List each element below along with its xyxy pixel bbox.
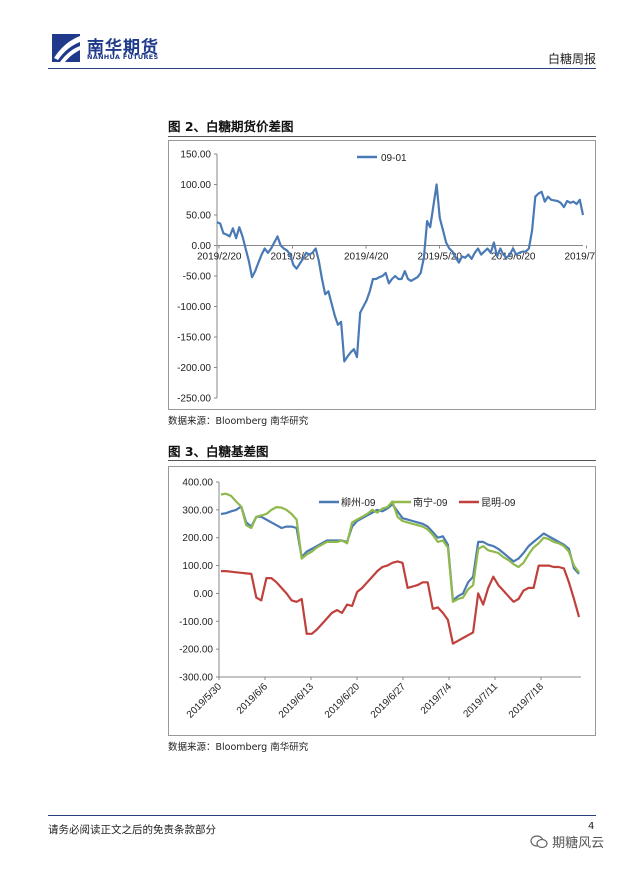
series-line-2 [220,492,580,603]
legend-label-2: 南宁-09 [413,496,448,509]
logo-chinese-name: 南华期货 [87,38,159,58]
x-tick-label: 2019/7/11 [461,681,500,720]
company-logo: 南华期货 NANHUA FUTURES [50,32,180,64]
report-title: 白糖周报 [547,52,596,66]
footer-divider [48,815,596,816]
x-tick-label: 2019/4/20 [344,252,389,263]
y-tick-label: -250.00 [177,394,211,405]
figure2-title-rule [168,136,596,137]
legend-label-1: 柳州-09 [341,496,376,509]
figure3-title: 图 3、白糖基差图 [168,444,269,459]
x-tick-label: 2019/5/20 [418,252,463,263]
header-divider [48,68,596,69]
figure3-chart: 400.00 300.00 200.00 100.00 0.00 -100.00 -200.… [168,466,596,736]
x-tick-label: 2019/6/20 [323,681,363,721]
figure3-title-rule [168,460,596,461]
y-tick-label: 150.00 [180,150,211,161]
basis-chart-svg: 400.00 300.00 200.00 100.00 0.00 -100.00 -200.… [179,478,581,721]
figure2-title: 图 2、白糖期货价差图 [168,119,294,134]
watermark: 期糖风云 [530,832,604,851]
series-line-09-01 [216,183,585,363]
y-tick-label: -200.00 [177,363,211,374]
x-tick-label: 2019/6/13 [277,681,317,721]
y-tick-label: 0.00 [192,241,212,252]
spread-chart-svg: 150.00 100.00 50.00 0.00 -50.00 -100.00 -150.0… [177,150,604,405]
logo-english-name: NANHUA FUTURES [87,53,159,61]
y-tick-label: -200.00 [179,645,213,656]
y-tick-label: -100.00 [179,617,213,628]
figure3-source: 数据来源：Bloomberg 南华研究 [168,742,309,753]
series-line-1 [220,503,580,602]
x-tick-label: 2019/3/20 [271,252,316,263]
legend-label-09-01: 09-01 [381,153,407,164]
x-tick-label: 2019/6/27 [369,681,409,721]
y-tick-label: -50.00 [183,272,212,283]
y-tick-label: 200.00 [182,533,213,544]
y-tick-label: 300.00 [182,505,213,516]
x-tick-label: 2019/7/18 [507,681,547,721]
y-tick-label: -100.00 [177,302,211,313]
y-tick-label: -150.00 [177,333,211,344]
y-tick-label: 100.00 [182,561,213,572]
y-tick-label: 0.00 [194,589,214,600]
nanhua-logo-icon [52,34,80,62]
watermark-text: 期糖风云 [552,836,605,851]
y-tick-label: 50.00 [186,211,211,222]
series-line-3 [221,560,581,645]
y-tick-label: 400.00 [182,478,213,489]
legend-label-3: 昆明-09 [481,497,516,509]
x-tick-label: 2019/6/6 [235,681,271,717]
x-tick-label: 2019/7/2 [565,252,596,263]
figure2-source: 数据来源：Bloomberg 南华研究 [168,416,309,427]
y-tick-label: 100.00 [180,180,211,191]
x-tick-label: 2019/6/20 [491,252,536,263]
disclaimer-note: 请务必阅读正文之后的免责条款部分 [48,824,216,836]
figure2-chart: 150.00 100.00 50.00 0.00 -50.00 -100.00 -150.0… [168,140,604,410]
y-tick-label: -300.00 [179,673,213,684]
x-tick-label: 2019/5/30 [185,681,225,721]
x-tick-label: 2019/7/4 [419,681,455,717]
wechat-icon [530,835,548,849]
page-number: 4 [588,821,595,832]
x-tick-label: 2019/2/20 [197,252,242,263]
